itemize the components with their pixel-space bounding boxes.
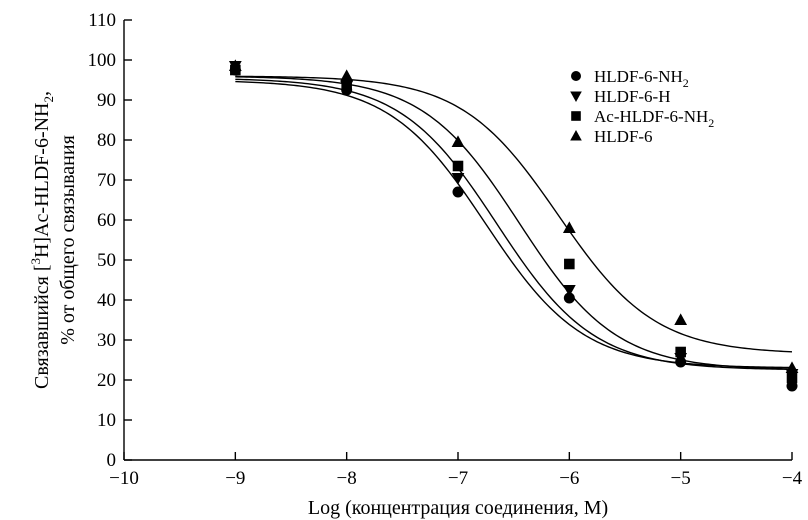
x-axis-title: Log (концентрация соединения, М) xyxy=(308,497,608,519)
x-axis: −10 −9 −8 −7 −6 −5 −4 xyxy=(109,452,803,489)
data-point-series-3 xyxy=(452,160,464,172)
legend-marker-4 xyxy=(570,130,582,141)
data-point-series-4 xyxy=(674,313,688,325)
fit-curve-1 xyxy=(235,80,793,369)
y-ticks: 0 10 20 30 40 50 60 70 80 90 100 110 xyxy=(88,10,132,471)
y-tick-label: 60 xyxy=(97,210,116,231)
fit-curves xyxy=(235,75,793,371)
legend-marker-1 xyxy=(571,71,581,81)
y-tick-label: 100 xyxy=(88,50,117,71)
x-tick-label: −4 xyxy=(782,468,803,489)
y-tick-label: 70 xyxy=(97,170,116,191)
y-tick-label: 90 xyxy=(97,90,116,111)
fit-curve-4 xyxy=(235,75,793,353)
data-point-series-4 xyxy=(562,221,576,233)
data-point-series-4 xyxy=(785,361,799,373)
data-point-series-2 xyxy=(562,285,576,297)
data-point-series-4 xyxy=(451,135,465,147)
data-point-series-3 xyxy=(341,78,352,90)
data-point-series-2 xyxy=(451,173,465,185)
legend-label-1: HLDF-6-NH2 xyxy=(594,67,689,90)
fit-curve-3 xyxy=(235,76,793,370)
data-point-series-3 xyxy=(675,346,686,358)
y-axis-title: Связавшийся [3H]Ac-HLDF-6-NH2, % от обще… xyxy=(28,91,79,389)
y-axis-title-line1: Связавшийся [3H]Ac-HLDF-6-NH2, xyxy=(28,91,56,389)
fit-curve-2 xyxy=(235,78,793,371)
data-point-series-4 xyxy=(228,59,242,71)
y-tick-label: 80 xyxy=(97,130,116,151)
x-tick-label: −8 xyxy=(337,468,357,489)
data-point-series-1 xyxy=(563,292,575,304)
y-tick-label: 0 xyxy=(107,450,117,471)
y-axis-title-line2: % от общего связывания xyxy=(57,135,79,345)
data-point-series-4 xyxy=(340,69,354,81)
data-point-series-3 xyxy=(564,258,575,270)
legend-label-3: Ac-HLDF-6-NH2 xyxy=(594,107,714,130)
legend-label-2: HLDF-6-H xyxy=(594,87,671,106)
y-axis: 0 10 20 30 40 50 60 70 80 90 100 110 xyxy=(88,10,132,471)
y-tick-label: 40 xyxy=(97,290,116,311)
legend-marker-3 xyxy=(571,111,581,121)
y-tick-label: 50 xyxy=(97,250,116,271)
legend-label-4: HLDF-6 xyxy=(594,127,653,146)
data-point-series-1 xyxy=(452,186,464,198)
data-point-series-3 xyxy=(786,372,798,384)
x-ticks: −10 −9 −8 −7 −6 −5 −4 xyxy=(109,452,803,489)
y-tick-label: 30 xyxy=(97,330,116,351)
y-tick-label: 20 xyxy=(97,370,116,391)
x-tick-label: −10 xyxy=(109,468,139,489)
x-tick-label: −9 xyxy=(225,468,245,489)
data-points xyxy=(228,59,799,392)
y-tick-label: 110 xyxy=(88,10,116,31)
legend-marker-2 xyxy=(570,91,582,102)
x-tick-label: −5 xyxy=(671,468,691,489)
x-tick-label: −7 xyxy=(448,468,468,489)
x-tick-label: −6 xyxy=(559,468,579,489)
y-tick-label: 10 xyxy=(97,410,116,431)
